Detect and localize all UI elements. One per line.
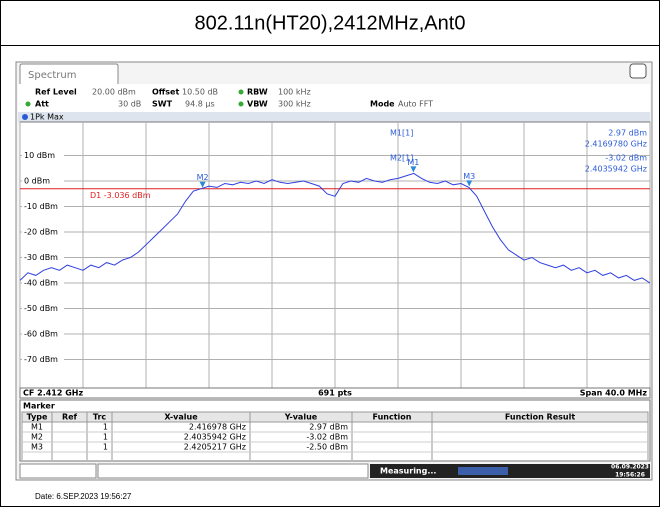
status-state: Measuring... — [380, 467, 436, 476]
tick-label-bg — [22, 150, 64, 161]
table-cell: 1 — [103, 443, 108, 452]
display-line-label: D1 -3.036 dBm — [90, 191, 151, 200]
column-header: Trc — [93, 413, 107, 422]
title: 802.11n(HT20),2412MHz,Ant0 — [195, 12, 466, 34]
marker-info-freq: 2.4035942 GHz — [585, 165, 647, 174]
span: Span 40.0 MHz — [580, 389, 648, 398]
tick-label-bg — [22, 176, 64, 186]
table-cell: 1 — [103, 423, 108, 432]
coupled-dot — [25, 101, 31, 107]
table-cell: 2.4035942 GHz — [184, 433, 246, 442]
y-tick-label: -40 dBm — [24, 279, 58, 288]
table-cell: 1 — [103, 433, 108, 442]
status-bar — [370, 464, 650, 478]
menu-icon[interactable] — [629, 63, 647, 79]
table-cell: 2.416978 GHz — [189, 423, 246, 432]
center-freq: CF 2.412 GHz — [23, 389, 83, 398]
trace — [19, 172, 651, 284]
y-tick-label: -30 dBm — [24, 253, 58, 262]
column-header: Y-value — [284, 413, 318, 422]
tick-label-bg — [22, 227, 64, 237]
table-cell: -3.02 dBm — [306, 433, 348, 442]
marker — [410, 166, 417, 173]
tick-label-bg — [22, 278, 64, 288]
column-header: Function — [373, 413, 412, 422]
header-panel — [18, 84, 650, 112]
tick-label-bg — [22, 303, 64, 314]
tick-label-bg — [22, 354, 64, 365]
coupled-dot — [238, 89, 244, 95]
table-cell: -2.50 dBm — [306, 443, 348, 452]
trace-band — [18, 112, 650, 122]
marker-title: Marker — [23, 402, 55, 411]
header-value: 94.8 µs — [185, 100, 215, 109]
column-header: X-value — [164, 413, 198, 422]
tab-label[interactable]: Spectrum — [28, 70, 76, 81]
status-date: 06.09.2023 — [611, 464, 649, 471]
tab[interactable] — [19, 63, 119, 84]
y-tick-label: 10 dBm — [24, 151, 55, 160]
status-box — [97, 463, 369, 479]
header-label: VBW — [247, 100, 268, 109]
marker-panel — [19, 399, 651, 462]
trace-label: 1Pk Max — [30, 113, 64, 122]
tick-label-bg — [22, 201, 64, 212]
marker-label: M2 — [197, 173, 209, 182]
marker-info-level: -3.02 dBm — [605, 154, 647, 163]
header-label: SWT — [152, 100, 173, 109]
progress — [458, 467, 508, 475]
y-tick-label: -50 dBm — [24, 304, 58, 313]
tick-label-bg — [22, 252, 64, 263]
table-cell: 2.97 dBm — [309, 423, 348, 432]
y-tick-label: -10 dBm — [24, 202, 58, 211]
table-cell: 2.4205217 GHz — [184, 443, 246, 452]
marker-info-name: M2[1] — [390, 154, 413, 163]
header-value: 20.00 dBm — [92, 88, 136, 97]
column-header: Function Result — [505, 413, 576, 422]
points: 691 pts — [318, 389, 352, 398]
header-label: Mode — [370, 100, 395, 109]
table-cell: M3 — [31, 443, 43, 452]
marker-label: M1 — [407, 158, 419, 167]
header-label: RBW — [247, 88, 268, 97]
y-tick-label: 0 dBm — [24, 177, 50, 186]
marker-info-name: M1[1] — [390, 129, 413, 138]
table-cell: M1 — [31, 423, 43, 432]
marker — [466, 180, 473, 187]
y-tick-label: -20 dBm — [24, 228, 58, 237]
header-value: 300 kHz — [278, 100, 311, 109]
column-header: Ref — [62, 413, 78, 422]
trace-dot — [22, 114, 28, 120]
table-cell: M2 — [31, 433, 43, 442]
header-value: 100 kHz — [278, 88, 311, 97]
marker-info-freq: 2.4169780 GHz — [585, 140, 647, 149]
header-value: 10.50 dB — [182, 88, 218, 97]
coupled-dot — [238, 101, 244, 107]
marker-info-level: 2.97 dBm — [608, 129, 647, 138]
y-tick-label: -70 dBm — [24, 355, 58, 364]
header-value: 30 dB — [118, 100, 141, 109]
y-tick-label: -60 dBm — [24, 330, 58, 339]
plot-footer — [19, 387, 651, 399]
header-value: Auto FFT — [398, 100, 433, 109]
marker-label: M3 — [463, 172, 475, 181]
column-header: Type — [27, 413, 48, 422]
footer-date: Date: 6.SEP.2023 19:56:27 — [35, 492, 132, 501]
header-label: Offset — [152, 88, 179, 97]
status-time: 19:56:26 — [615, 472, 645, 479]
tick-label-bg — [22, 329, 64, 339]
status-box — [19, 463, 97, 479]
header-label: Att — [35, 100, 49, 109]
header-label: Ref Level — [35, 88, 77, 97]
marker — [199, 181, 206, 188]
